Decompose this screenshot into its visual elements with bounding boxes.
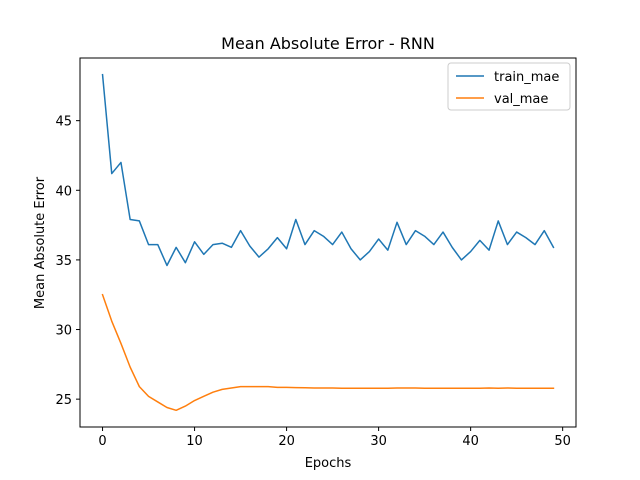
- x-tick-label: 0: [98, 434, 106, 449]
- y-tick-label: 40: [55, 184, 72, 199]
- series-layer: [101, 73, 555, 412]
- legend: train_mae val_mae: [447, 62, 571, 111]
- y-tick-label: 45: [55, 115, 72, 130]
- x-tick-label: 20: [278, 434, 295, 449]
- plot-area: 0 10 20 30 40 50 25 30 35 40 45: [55, 57, 577, 449]
- series-line-val-mae: [101, 293, 555, 412]
- chart-title: Mean Absolute Error - RNN: [221, 34, 435, 53]
- x-tick-label: 40: [462, 434, 479, 449]
- legend-label: train_mae: [494, 70, 559, 85]
- x-axis-label: Epochs: [305, 456, 352, 471]
- plot-frame: [79, 57, 577, 428]
- y-tick-label: 30: [55, 324, 72, 339]
- y-tick-label: 35: [55, 254, 72, 269]
- series-line-train-mae: [101, 73, 555, 267]
- x-tick-label: 50: [554, 434, 571, 449]
- legend-label: val_mae: [494, 92, 548, 107]
- x-tick-label: 10: [186, 434, 203, 449]
- y-tick-label: 25: [55, 393, 72, 408]
- x-tick-label: 30: [370, 434, 387, 449]
- y-axis-label: Mean Absolute Error: [33, 176, 48, 309]
- ticks-layer: 0 10 20 30 40 50 25 30 35 40 45: [55, 115, 570, 449]
